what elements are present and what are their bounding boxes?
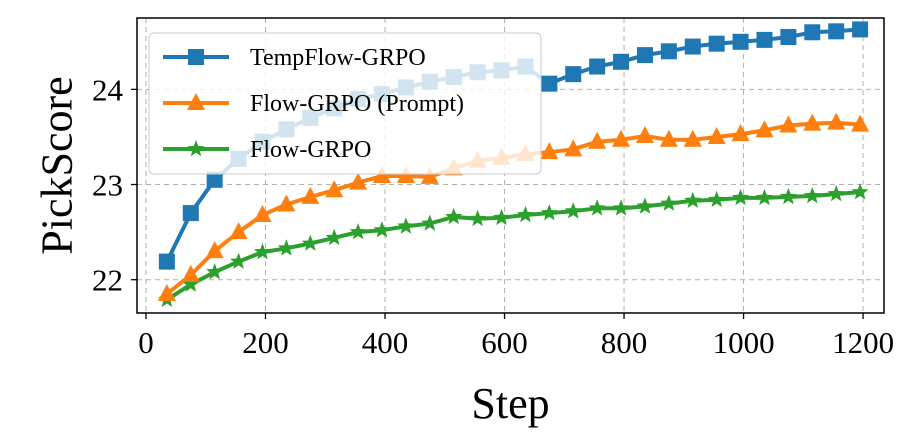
x-tick-label: 400 bbox=[362, 325, 409, 360]
legend-item: Flow-GRPO (Prompt) bbox=[163, 91, 464, 117]
data-point bbox=[564, 202, 582, 219]
legend-marker bbox=[188, 49, 204, 65]
data-point bbox=[206, 171, 223, 188]
y-tick-label: 23 bbox=[92, 168, 123, 203]
legend-box bbox=[148, 32, 542, 175]
data-point bbox=[181, 264, 200, 282]
data-point bbox=[707, 126, 726, 144]
data-point bbox=[708, 190, 726, 207]
data-point bbox=[636, 47, 653, 64]
data-point bbox=[755, 188, 773, 206]
data-point bbox=[206, 263, 224, 280]
data-point bbox=[827, 112, 846, 130]
data-point bbox=[157, 283, 176, 301]
data-point bbox=[301, 186, 320, 204]
x-tick-label: 1200 bbox=[832, 325, 894, 360]
data-point bbox=[277, 239, 295, 256]
series-line bbox=[165, 190, 861, 302]
data-point bbox=[301, 234, 319, 251]
data-point bbox=[779, 187, 797, 205]
data-point bbox=[253, 243, 272, 260]
data-point bbox=[158, 253, 175, 270]
data-point bbox=[230, 252, 248, 269]
data-point bbox=[325, 180, 344, 198]
data-point bbox=[731, 124, 750, 142]
x-tick-label: 0 bbox=[138, 325, 154, 360]
x-axis-label: Step bbox=[471, 379, 549, 428]
data-point bbox=[851, 114, 870, 132]
data-point bbox=[373, 221, 391, 238]
data-point bbox=[565, 66, 582, 83]
data-point bbox=[708, 35, 725, 52]
data-point bbox=[827, 185, 845, 202]
data-point bbox=[205, 241, 224, 259]
data-point bbox=[804, 24, 821, 41]
y-axis-label: PickScore bbox=[32, 76, 81, 254]
data-point bbox=[229, 222, 248, 240]
data-point bbox=[660, 194, 678, 211]
legend-label: Flow-GRPO bbox=[250, 137, 371, 163]
data-point bbox=[612, 129, 631, 147]
data-point bbox=[779, 115, 798, 133]
data-point bbox=[253, 204, 272, 222]
data-point bbox=[420, 166, 439, 184]
legend-marker bbox=[187, 93, 205, 110]
data-point bbox=[613, 53, 630, 70]
data-point bbox=[756, 31, 773, 48]
data-point bbox=[732, 33, 749, 50]
y-tick-label: 24 bbox=[92, 72, 124, 107]
data-point bbox=[182, 275, 200, 292]
data-point bbox=[349, 172, 368, 190]
data-point bbox=[588, 199, 606, 216]
data-point bbox=[589, 58, 606, 75]
data-point bbox=[540, 204, 558, 221]
data-point bbox=[540, 142, 559, 160]
x-tick-label: 1000 bbox=[713, 325, 775, 360]
data-point bbox=[852, 21, 869, 38]
data-point bbox=[541, 75, 558, 92]
x-tick-label: 600 bbox=[481, 325, 528, 360]
data-point bbox=[636, 197, 654, 214]
data-point bbox=[516, 206, 534, 223]
data-point bbox=[421, 214, 439, 231]
legend-item: Flow-GRPO bbox=[163, 137, 371, 163]
x-tick-label: 200 bbox=[242, 325, 289, 360]
axis-ticks: 0 200 400 600 800 1000 1200 22 23 24 bbox=[92, 72, 894, 360]
data-point bbox=[493, 208, 511, 226]
legend-label: TempFlow-GRPO bbox=[250, 45, 426, 71]
data-point bbox=[349, 223, 367, 240]
data-point bbox=[683, 129, 702, 147]
data-point bbox=[732, 188, 750, 206]
data-point bbox=[660, 43, 677, 60]
data-point bbox=[469, 209, 487, 227]
data-point bbox=[445, 207, 463, 225]
data-point bbox=[277, 194, 296, 212]
legend-marker bbox=[187, 140, 205, 157]
y-tick-label: 22 bbox=[92, 263, 123, 298]
data-point bbox=[635, 126, 654, 143]
series-flow-grpo bbox=[158, 183, 869, 307]
data-point bbox=[325, 228, 343, 246]
data-point bbox=[851, 183, 869, 200]
x-tick-label: 800 bbox=[601, 325, 648, 360]
data-point bbox=[828, 23, 845, 40]
data-point bbox=[803, 187, 821, 204]
data-point bbox=[397, 217, 415, 234]
data-point bbox=[684, 38, 701, 55]
legend-label: Flow-GRPO (Prompt) bbox=[250, 91, 464, 117]
legend-item: TempFlow-GRPO bbox=[163, 45, 426, 71]
data-point bbox=[684, 191, 702, 208]
plot-frame bbox=[136, 17, 885, 314]
data-point bbox=[755, 120, 774, 138]
data-point bbox=[588, 131, 607, 149]
legend: TempFlow-GRPO Flow-GRPO (Prompt) Flow-GRPO bbox=[148, 32, 542, 175]
data-point bbox=[182, 205, 199, 222]
data-point bbox=[780, 29, 797, 46]
data-point bbox=[803, 113, 822, 131]
data-point bbox=[564, 139, 583, 157]
data-point bbox=[612, 199, 630, 216]
data-point bbox=[659, 129, 678, 147]
